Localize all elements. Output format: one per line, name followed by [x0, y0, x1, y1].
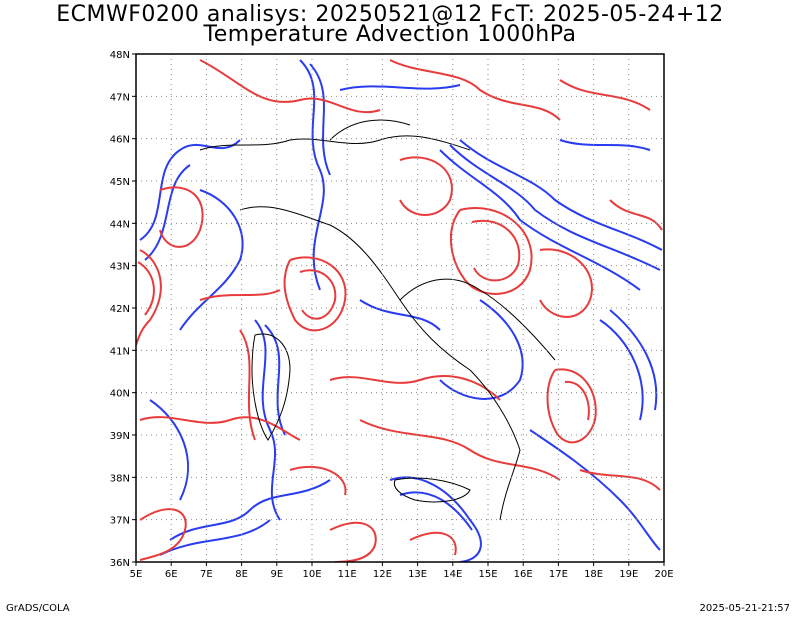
- positive-contours: [136, 59, 663, 562]
- lat-tick-label: 37N: [110, 516, 130, 527]
- lat-tick-label: 38N: [110, 473, 130, 484]
- lon-tick-label: 11E: [338, 569, 357, 580]
- lon-tick-label: 16E: [514, 569, 533, 580]
- lat-tick-label: 40N: [110, 389, 130, 400]
- lon-tick-label: 12E: [373, 569, 392, 580]
- lat-tick-label: 42N: [110, 304, 130, 315]
- lat-tick-label: 41N: [110, 346, 130, 357]
- lon-tick-label: 6E: [165, 569, 178, 580]
- longitude-ticks: 5E 6E 7E 8E 9E 10E 11E 12E 13E 14E 15E 16E 17E 18E 19E…: [130, 562, 674, 580]
- map-title-line2: Temperature Advection 1000hPa: [203, 22, 577, 47]
- footer-credit: GrADS/COLA: [6, 603, 70, 614]
- lon-tick-label: 5E: [130, 569, 143, 580]
- lat-tick-label: 45N: [110, 177, 130, 188]
- lon-tick-label: 19E: [619, 569, 638, 580]
- lat-tick-label: 47N: [110, 92, 130, 103]
- lat-tick-label: 36N: [110, 558, 130, 569]
- lon-tick-label: 10E: [302, 569, 321, 580]
- lon-tick-label: 18E: [584, 569, 603, 580]
- negative-contours: [139, 59, 663, 562]
- lon-tick-label: 7E: [200, 569, 213, 580]
- footer-timestamp: 2025-05-21-21:57: [699, 603, 790, 614]
- lat-tick-label: 48N: [110, 50, 130, 61]
- latitude-ticks: 48N 47N 46N 45N 44N 43N 42N 41N 40N 39N 38N 37N 36N: [110, 50, 136, 569]
- lon-tick-label: 15E: [478, 569, 497, 580]
- lon-tick-label: 13E: [408, 569, 427, 580]
- lat-tick-label: 44N: [110, 219, 130, 230]
- lat-tick-label: 46N: [110, 135, 130, 146]
- lon-tick-label: 8E: [235, 569, 248, 580]
- lon-tick-label: 17E: [549, 569, 568, 580]
- lon-tick-label: 20E: [654, 569, 673, 580]
- lat-tick-label: 39N: [110, 431, 130, 442]
- map-title-line1: ECMWF0200 analisys: 20250521@12 FcT: 202…: [56, 2, 724, 27]
- graticule: [136, 54, 664, 562]
- contour-layer: [136, 59, 663, 562]
- lon-tick-label: 14E: [443, 569, 462, 580]
- lon-tick-label: 9E: [270, 569, 283, 580]
- coastlines: [199, 119, 556, 521]
- lat-tick-label: 43N: [110, 262, 130, 273]
